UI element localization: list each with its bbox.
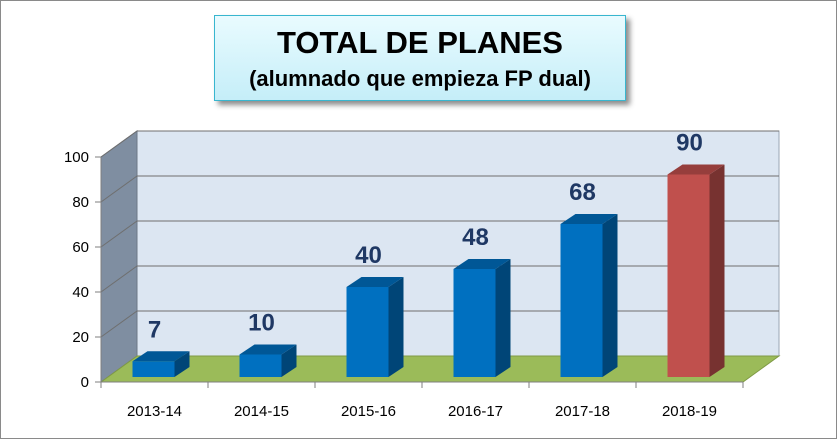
bar-top: [239, 344, 297, 355]
bar: [239, 344, 297, 377]
x-tick-label: 2018-19: [662, 403, 717, 420]
y-tick-label: 20: [72, 329, 89, 346]
x-tick-label: 2017-18: [555, 403, 610, 420]
bar: [346, 277, 404, 377]
chart-subtitle: (alumnado que empieza FP dual): [249, 66, 591, 91]
x-tick-label: 2015-16: [341, 403, 396, 420]
bars: [132, 164, 725, 377]
bar-side: [602, 214, 618, 377]
chart-title-box: TOTAL DE PLANES (alumnado que empieza FP…: [214, 15, 626, 101]
y-tick-label: 100: [64, 149, 89, 166]
x-tick-label: 2016-17: [448, 403, 503, 420]
gridline-side: [100, 265, 138, 293]
y-tick-label: 60: [72, 239, 89, 256]
gridline-side: [100, 175, 138, 203]
data-labels: 7 10 40 48 68 90: [148, 130, 703, 344]
bar-side: [174, 351, 190, 377]
bar-front: [667, 174, 710, 377]
bar-side: [388, 277, 404, 377]
bar-top: [453, 259, 511, 269]
bar-front: [453, 269, 496, 377]
bar-side: [281, 344, 297, 377]
chart-title: TOTAL DE PLANES: [277, 25, 563, 60]
bar: [560, 214, 618, 377]
gridline-side: [100, 220, 138, 248]
y-tick-label: 40: [72, 284, 89, 301]
x-tick-label: 2013-14: [127, 403, 182, 420]
y-tick-label: 0: [81, 374, 89, 391]
bar-front: [239, 354, 282, 377]
bar: [453, 259, 511, 377]
x-tick-label: 2014-15: [234, 403, 289, 420]
gridline-side: [100, 130, 138, 158]
data-label: 68: [569, 179, 596, 206]
bar-front: [132, 361, 175, 377]
bar-top: [132, 351, 190, 362]
gridline-side: [100, 310, 138, 338]
data-label: 90: [676, 130, 703, 157]
bar-front: [346, 287, 389, 377]
axes: 0 20 40 60 80 100 2013-14 2014-15 2015-16 2016-17…: [64, 149, 744, 420]
bar-front: [560, 224, 603, 377]
side-wall: [100, 130, 138, 383]
bar-top: [667, 164, 725, 175]
data-label: 48: [462, 224, 489, 251]
bar-side: [495, 259, 511, 377]
bar-top: [346, 277, 404, 287]
bar-top: [560, 214, 618, 224]
bar: [667, 164, 725, 377]
bar: [132, 351, 190, 377]
data-label: 40: [355, 242, 382, 269]
bar-side: [709, 164, 725, 377]
data-label: 7: [148, 316, 161, 343]
y-tick-label: 80: [72, 194, 89, 211]
data-label: 10: [248, 310, 275, 337]
